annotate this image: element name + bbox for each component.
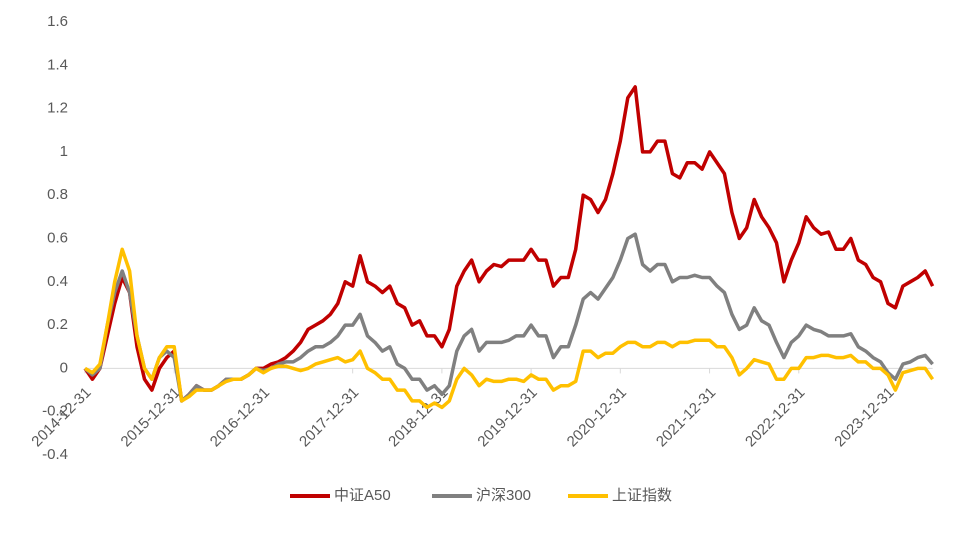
y-tick-label: 1.4 bbox=[47, 56, 68, 73]
y-tick-label: 1 bbox=[60, 143, 68, 160]
series-line bbox=[83, 85, 935, 403]
x-tick-label: 2015-12-31 bbox=[118, 384, 184, 450]
x-tick-label: 2017-12-31 bbox=[296, 384, 362, 450]
y-tick-label: 0.8 bbox=[47, 186, 68, 203]
y-tick-label: 1.6 bbox=[47, 13, 68, 30]
x-tick-label: 2014-12-31 bbox=[28, 384, 94, 450]
y-tick-label: 0.6 bbox=[47, 229, 68, 246]
y-tick-label: 0.2 bbox=[47, 316, 68, 333]
x-tick-label: 2022-12-31 bbox=[742, 384, 808, 450]
series-line bbox=[84, 247, 935, 410]
legend-label: 沪深300 bbox=[476, 487, 531, 504]
x-tick-label: 2019-12-31 bbox=[474, 384, 540, 450]
series-line bbox=[83, 232, 934, 403]
y-tick-label: 0.4 bbox=[47, 273, 68, 290]
y-tick-label: 1.2 bbox=[47, 100, 68, 117]
x-tick-label: 2021-12-31 bbox=[653, 384, 719, 450]
y-tick-label: -0.4 bbox=[42, 446, 68, 463]
x-tick-label: 2020-12-31 bbox=[564, 384, 630, 450]
y-tick-label: 0 bbox=[60, 359, 68, 376]
legend-label: 上证指数 bbox=[612, 487, 672, 504]
legend-label: 中证A50 bbox=[334, 487, 391, 504]
x-tick-label: 2023-12-31 bbox=[831, 384, 897, 450]
x-tick-label: 2016-12-31 bbox=[207, 384, 273, 450]
y-tick-label: -0.2 bbox=[42, 403, 68, 420]
